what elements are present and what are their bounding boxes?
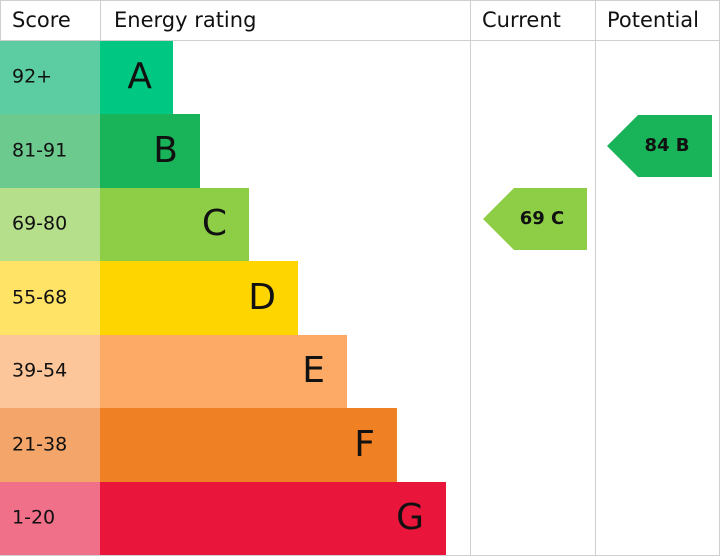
current-arrow: 69 C [483, 188, 587, 250]
current-label: 69 C [520, 208, 565, 229]
row-d: 55-68 D [0, 261, 298, 335]
header-potential: Potential [607, 8, 699, 32]
potential-arrow: 84 B [607, 115, 712, 177]
row-f: 21-38 F [0, 408, 397, 482]
score-cell [0, 41, 100, 114]
score-label: 55-68 [12, 287, 67, 309]
header-rating: Energy rating [114, 8, 256, 32]
score-cell [0, 114, 100, 188]
band-letter: D [248, 277, 276, 318]
score-cell [0, 188, 100, 261]
score-cell [0, 261, 100, 335]
rating-bar [100, 41, 173, 114]
row-g: 1-20 G [0, 482, 446, 555]
row-e: 39-54 E [0, 335, 347, 408]
score-label: 39-54 [12, 360, 67, 382]
band-letter: G [396, 497, 424, 538]
band-letter: F [354, 424, 375, 465]
band-letter: A [127, 56, 152, 97]
arrow-shape [607, 115, 712, 177]
score-cell [0, 482, 100, 555]
rating-bar [100, 261, 298, 335]
row-b: 81-91 B [0, 114, 200, 188]
header-score: Score [12, 8, 71, 32]
score-label: 81-91 [12, 140, 67, 162]
row-c: 69-80 C [0, 188, 249, 261]
rating-bar [100, 408, 397, 482]
rating-bar [100, 482, 446, 555]
score-label: 92+ [12, 66, 52, 88]
arrow-shape [483, 188, 587, 250]
row-a: 92+ A [0, 41, 173, 114]
header-current: Current [482, 8, 561, 32]
rating-bar [100, 114, 200, 188]
score-cell [0, 335, 100, 408]
band-letter: B [153, 130, 178, 171]
score-label: 21-38 [12, 434, 67, 456]
potential-label: 84 B [644, 135, 689, 156]
band-letter: E [302, 350, 325, 391]
score-cell [0, 408, 100, 482]
rating-bar [100, 188, 249, 261]
score-label: 69-80 [12, 213, 67, 235]
score-label: 1-20 [12, 507, 55, 529]
rating-bar [100, 335, 347, 408]
band-letter: C [202, 203, 227, 244]
